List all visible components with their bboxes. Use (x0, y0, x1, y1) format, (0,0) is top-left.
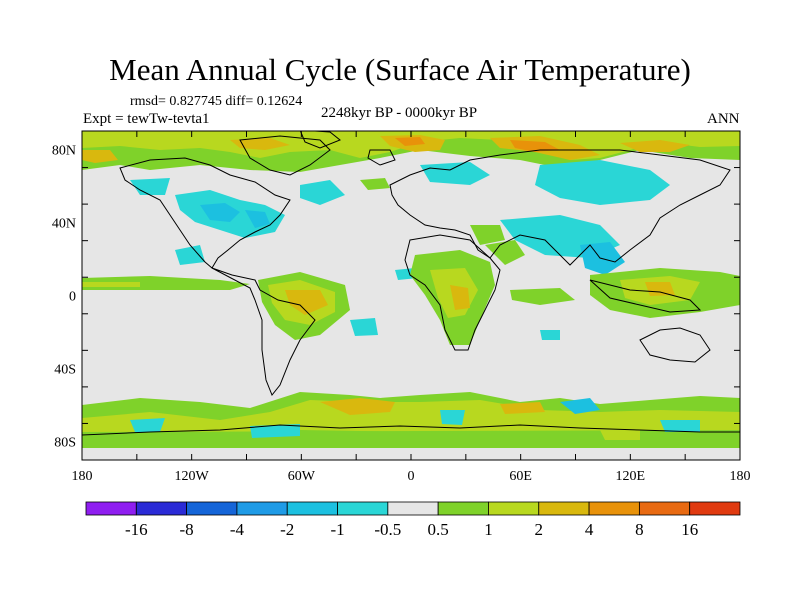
colorbar-label: -4 (230, 520, 245, 539)
colorbar-label: -2 (280, 520, 294, 539)
colorbar-label: -16 (125, 520, 148, 539)
colorbar-label: 1 (484, 520, 493, 539)
chart-title: Mean Annual Cycle (Surface Air Temperatu… (109, 52, 691, 87)
lon-label: 180 (730, 469, 751, 484)
coastlines (82, 131, 740, 436)
stats-label: rmsd= 0.827745 diff= 0.12624 (130, 94, 303, 109)
lat-label: 80N (52, 143, 76, 158)
lat-label: 80S (54, 436, 76, 451)
colorbar-swatch (135, 501, 188, 516)
colorbar-swatch (286, 501, 338, 516)
colorbar (85, 501, 741, 516)
colorbar-label: -1 (330, 520, 344, 539)
colorbar-label: 8 (635, 520, 644, 539)
colorbar-swatch (437, 501, 489, 516)
colorbar-label: -8 (180, 520, 194, 539)
lon-label: 60E (509, 469, 532, 484)
colorbar-swatch (387, 501, 439, 516)
tick-marks (81, 130, 741, 461)
season-label: ANN (707, 111, 740, 127)
lon-labels: 180 120W 60W 0 60E 120E 180 (72, 469, 751, 484)
lon-label: 120W (175, 469, 210, 484)
colorbar-label: 4 (585, 520, 594, 539)
lon-label: 120E (616, 469, 646, 484)
lon-label: 60W (288, 469, 316, 484)
anomaly-field (82, 131, 740, 460)
lat-label: 40N (52, 216, 76, 231)
lat-label: 0 (69, 290, 76, 305)
colorbar-swatch (488, 501, 540, 516)
experiment-label: Expt = tewTw-tevta1 (83, 111, 210, 127)
lat-labels: 80N 40N 0 40S 80S (52, 143, 76, 450)
colorbar-swatch (638, 501, 691, 516)
colorbar-swatch (337, 501, 389, 516)
colorbar-swatch (538, 501, 590, 516)
colorbar-label: 2 (535, 520, 544, 539)
colorbar-swatch (85, 501, 137, 516)
colorbar-label: 16 (681, 520, 698, 539)
period-label: 2248kyr BP - 0000kyr BP (321, 105, 478, 121)
colorbar-swatch (186, 501, 238, 516)
asia-cool-region (535, 160, 670, 205)
colorbar-label: 0.5 (428, 520, 449, 539)
colorbar-swatch (689, 501, 741, 516)
colorbar-label: -0.5 (374, 520, 401, 539)
colorbar-swatch (588, 501, 640, 516)
colorbar-labels: -16 -8 -4 -2 -1 -0.5 0.5 1 2 4 8 16 (125, 520, 698, 539)
lon-label: 0 (408, 469, 415, 484)
colorbar-swatch (236, 501, 288, 516)
lat-label: 40S (54, 363, 76, 378)
lon-label: 180 (72, 469, 93, 484)
